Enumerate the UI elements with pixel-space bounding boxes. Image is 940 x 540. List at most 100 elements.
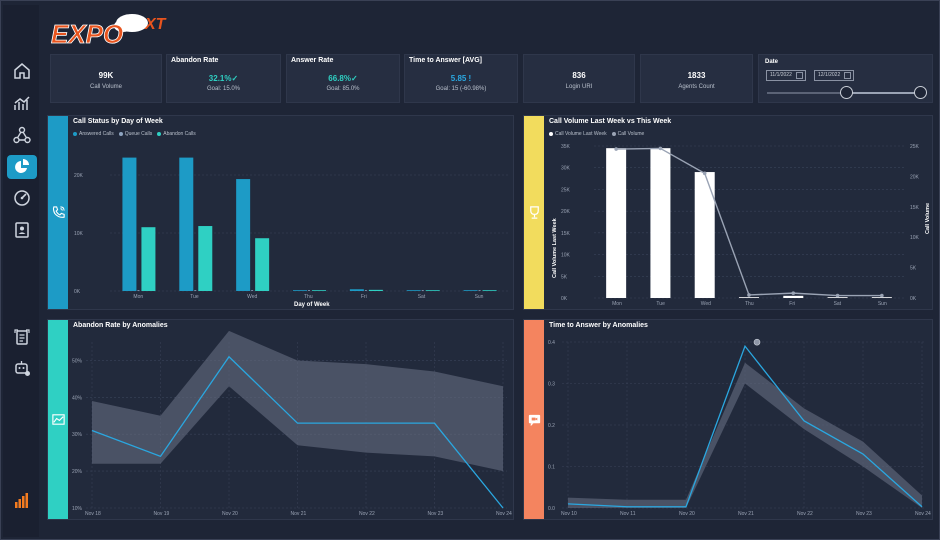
- x-tick-label: Sat: [418, 294, 426, 300]
- trend-chart-icon[interactable]: [7, 91, 37, 115]
- x-tick-label: Nov 24: [915, 511, 931, 517]
- kpi-sub: Call Volume: [89, 84, 122, 90]
- panel-accent: [48, 320, 68, 519]
- y2-tick-label: 15K: [910, 205, 920, 211]
- bar-queue-calls: [308, 290, 310, 291]
- start-date-input[interactable]: 11/1/2022: [766, 70, 806, 81]
- kpi-sub: Login URI: [565, 84, 593, 90]
- line-point: [614, 147, 618, 151]
- calendar-icon[interactable]: [844, 72, 851, 79]
- network-icon[interactable]: [7, 123, 37, 147]
- chart-title: Call Volume Last Week vs This Week: [549, 118, 672, 125]
- y-tick-label: 40%: [72, 395, 83, 401]
- kpi-value: 99K: [98, 71, 114, 80]
- gauge-icon[interactable]: [7, 186, 37, 210]
- kpi-abandon-rate: Abandon Rate 32.1%✓ Goal: 15.0%: [166, 54, 281, 103]
- bar-answered-calls: [179, 157, 194, 291]
- start-date-value: 11/1/2022: [770, 72, 792, 78]
- line-point: [702, 171, 707, 176]
- call-status-chart: 20K 10K 0K Mon Tue Wed Thu Fri Sat Sun Day of Week: [74, 157, 508, 308]
- home-icon[interactable]: [7, 59, 37, 83]
- bar-last-week: [871, 297, 892, 298]
- panel-abandon-anomalies: Abandon Rate by Anomalies 50% 40% 30% 20% 10…: [47, 319, 514, 520]
- legend-item[interactable]: Queue Calls: [118, 131, 152, 137]
- legend-item[interactable]: Call Volume: [611, 131, 644, 137]
- panel-tta-anomalies: Time to Answer by Anomalies 0.4 0.3 0.2 0.1…: [523, 319, 933, 520]
- end-date-input[interactable]: 12/1/2022: [814, 70, 854, 81]
- x-tick-label: Sun: [475, 294, 484, 300]
- x-tick-label: Wed: [701, 301, 711, 307]
- x-tick-label: Tue: [190, 294, 199, 300]
- x-tick-label: Sun: [878, 301, 887, 307]
- legend-item[interactable]: Call Volume Last Week: [549, 131, 607, 137]
- y-tick-label: 15K: [561, 231, 571, 237]
- x-tick-label: Mon: [612, 301, 622, 307]
- line-point: [791, 291, 796, 295]
- bar-answered-calls: [349, 289, 364, 291]
- kpi-title: Time to Answer [AVG]: [409, 57, 482, 64]
- bar-abandon-calls: [482, 290, 497, 291]
- x-tick-label: Nov 20: [222, 511, 238, 517]
- bar-answered-calls: [463, 290, 478, 291]
- bar-queue-calls: [137, 290, 140, 291]
- calendar-icon[interactable]: [796, 72, 803, 79]
- phone-icon: [52, 205, 65, 218]
- kpi-title: Answer Rate: [291, 57, 334, 64]
- abandon-anomalies-chart: 50% 40% 30% 20% 10%Nov 18 Nov 19 Nov 20 Nov 21 N…: [72, 330, 512, 517]
- pie-chart-icon[interactable]: [7, 155, 37, 179]
- bar-queue-calls: [421, 290, 424, 291]
- y-tick-label: 30K: [561, 166, 571, 172]
- date-range-fill: [846, 92, 920, 94]
- logo-text: EXPO: [51, 19, 123, 47]
- x-tick-label: Nov 22: [797, 511, 813, 517]
- expected-range-band: [568, 362, 922, 508]
- x-tick-label: Nov 21: [291, 511, 307, 517]
- bar-queue-calls: [251, 290, 254, 291]
- y-tick-label: 35K: [561, 144, 571, 150]
- y2-tick-label: 25K: [910, 144, 920, 150]
- bar-queue-calls: [194, 290, 197, 291]
- report-icon[interactable]: [7, 325, 37, 349]
- line-point: [835, 293, 840, 298]
- bar-last-week: [606, 148, 627, 298]
- x-tick-label: Nov 23: [428, 511, 444, 517]
- slider-start-handle[interactable]: [840, 86, 853, 99]
- y2-tick-label: 0K: [910, 296, 917, 302]
- y-tick-label: 10%: [72, 506, 83, 512]
- y-tick-label: 0K: [74, 289, 81, 295]
- bar-abandon-calls: [425, 290, 440, 291]
- kpi-value: 1833: [687, 71, 706, 80]
- bot-icon[interactable]: [7, 356, 37, 380]
- kpi-value: 836: [572, 71, 586, 80]
- y2-tick-label: 20K: [910, 174, 920, 180]
- video-chat-icon: [528, 414, 541, 426]
- chart-title: Call Status by Day of Week: [73, 118, 163, 125]
- legend-item[interactable]: Abandon Calls: [157, 131, 196, 137]
- panel-call-volume: Call Volume Last Week vs This Week Call …: [523, 115, 933, 310]
- bar-abandon-calls: [312, 290, 326, 291]
- chart-title: Abandon Rate by Anomalies: [73, 322, 168, 329]
- date-filter: Date 11/1/2022 12/1/2022: [758, 54, 933, 103]
- x-tick-label: Fri: [789, 301, 795, 307]
- y-axis-label: Call Volume Last Week: [552, 217, 558, 278]
- date-filter-title: Date: [765, 59, 779, 65]
- kpi-sub: Agents Count: [678, 84, 715, 90]
- y2-tick-label: 5K: [910, 266, 917, 272]
- call-volume-chart: 35K 30K 25K 20K 15K 10K 5K 0K 25K 20K 15K 10K 5K 0K Ca…: [552, 144, 931, 307]
- panel-call-status: Call Status by Day of Week Answered Call…: [47, 115, 514, 310]
- contact-book-icon[interactable]: [7, 218, 37, 242]
- bar-last-week: [694, 172, 715, 298]
- bar-answered-calls: [293, 290, 307, 291]
- legend-item[interactable]: Answered Calls: [73, 131, 114, 137]
- y-tick-label: 10K: [561, 253, 571, 259]
- series-line: [91, 355, 504, 509]
- trophy-icon: [530, 205, 539, 219]
- bar-abandon-calls: [368, 289, 383, 291]
- y-tick-label: 50%: [72, 358, 83, 364]
- x-tick-label: Nov 20: [679, 511, 695, 517]
- x-tick-label: Thu: [304, 294, 313, 300]
- bar-last-week: [783, 295, 804, 298]
- slider-end-handle[interactable]: [914, 86, 927, 99]
- x-axis-label: Day of Week: [294, 302, 330, 308]
